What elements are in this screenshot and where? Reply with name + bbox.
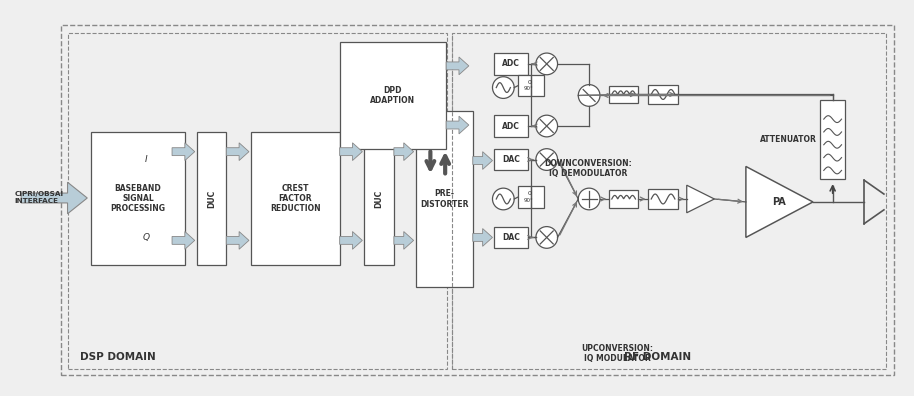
- Bar: [518, 75, 544, 97]
- Polygon shape: [394, 232, 414, 249]
- Bar: [91, 132, 185, 265]
- Bar: [68, 33, 447, 369]
- Bar: [609, 190, 638, 208]
- Text: UPCONVERSION:
IQ MODULATOR: UPCONVERSION: IQ MODULATOR: [581, 344, 654, 363]
- Text: BASEBAND
SIGNAL
PROCESSING: BASEBAND SIGNAL PROCESSING: [111, 184, 165, 213]
- Text: DOWNCONVERSION:
IQ DEMODULATOR: DOWNCONVERSION: IQ DEMODULATOR: [544, 158, 632, 178]
- Text: CIPRI/OBSAI
INTERFACE: CIPRI/OBSAI INTERFACE: [15, 192, 63, 204]
- Text: 0: 0: [528, 80, 532, 85]
- Text: PRE-
DISTORTER: PRE- DISTORTER: [420, 189, 469, 209]
- Bar: [494, 149, 528, 170]
- Bar: [60, 25, 894, 375]
- Text: DAC: DAC: [503, 155, 520, 164]
- Polygon shape: [227, 232, 249, 249]
- Circle shape: [536, 149, 558, 170]
- Text: DSP DOMAIN: DSP DOMAIN: [80, 352, 156, 362]
- Text: 90°: 90°: [524, 198, 534, 203]
- Bar: [452, 33, 886, 369]
- Polygon shape: [446, 57, 469, 75]
- Circle shape: [579, 85, 600, 106]
- Text: 90°: 90°: [524, 86, 534, 91]
- Circle shape: [493, 77, 515, 99]
- Polygon shape: [21, 182, 87, 214]
- Polygon shape: [394, 143, 414, 160]
- Text: PA: PA: [772, 197, 786, 207]
- Bar: [648, 85, 678, 104]
- Text: DPD
ADAPTION: DPD ADAPTION: [370, 86, 416, 105]
- Polygon shape: [746, 166, 813, 238]
- Polygon shape: [227, 143, 249, 160]
- Text: RF DOMAIN: RF DOMAIN: [623, 352, 691, 362]
- Text: CREST
FACTOR
REDUCTION: CREST FACTOR REDUCTION: [270, 184, 321, 213]
- Polygon shape: [686, 185, 715, 213]
- Text: DUC: DUC: [375, 189, 384, 208]
- Polygon shape: [340, 143, 362, 160]
- Circle shape: [536, 115, 558, 137]
- Polygon shape: [340, 232, 362, 249]
- Bar: [518, 186, 544, 208]
- Bar: [251, 132, 340, 265]
- Text: ATTENUATOR: ATTENUATOR: [760, 135, 817, 144]
- Polygon shape: [172, 232, 195, 249]
- Bar: [340, 42, 446, 149]
- Bar: [820, 101, 845, 179]
- Text: Q: Q: [143, 233, 150, 242]
- Text: DUC: DUC: [207, 189, 216, 208]
- Text: 0: 0: [528, 191, 532, 196]
- Bar: [197, 132, 227, 265]
- Bar: [648, 189, 678, 209]
- Polygon shape: [473, 228, 493, 246]
- Bar: [494, 115, 528, 137]
- Text: ADC: ADC: [503, 122, 520, 131]
- Circle shape: [493, 188, 515, 210]
- Bar: [609, 86, 638, 103]
- Text: DAC: DAC: [503, 233, 520, 242]
- Polygon shape: [172, 143, 195, 160]
- Bar: [494, 53, 528, 75]
- Circle shape: [579, 188, 600, 210]
- Circle shape: [536, 53, 558, 75]
- Text: ADC: ADC: [503, 59, 520, 69]
- Polygon shape: [446, 116, 469, 134]
- Text: I: I: [144, 155, 147, 164]
- Polygon shape: [473, 152, 493, 169]
- Bar: [416, 111, 473, 287]
- Bar: [365, 132, 394, 265]
- Bar: [494, 227, 528, 248]
- Circle shape: [536, 227, 558, 248]
